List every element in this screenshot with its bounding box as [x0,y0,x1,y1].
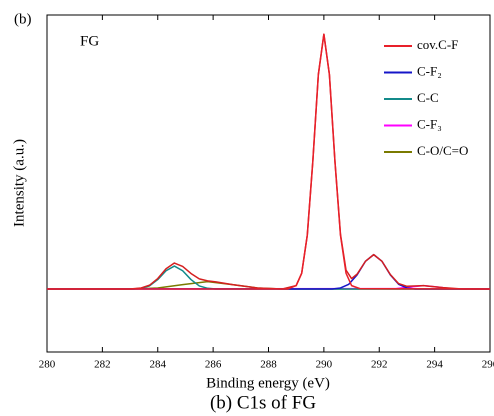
legend-label: C-O/C=O [417,143,468,158]
series-line [47,33,491,290]
legend-label: C-F₂ [417,63,442,78]
legend-label: cov.C-F [417,37,458,52]
x-tick-label: 284 [150,359,167,371]
x-tick-label: 290 [316,359,333,371]
panel-label: (b) [14,11,32,27]
x-tick-label: 292 [371,359,388,371]
x-tick-label: 280 [39,359,56,371]
x-tick-label: 282 [94,359,111,371]
y-axis-label: Intensity (a.u.) [11,139,27,227]
legend-label: C-F₃ [417,116,442,131]
legend-label: C-C [417,90,439,105]
sample-label: FG [80,33,99,49]
caption: (b) C1s of FG [210,392,316,413]
x-tick-label: 294 [426,359,443,371]
x-tick-label: 296 [482,359,494,371]
x-tick-label: 288 [260,359,277,371]
x-axis-label: Binding energy (eV) [206,375,330,391]
x-tick-label: 286 [205,359,222,371]
series-line [47,253,490,290]
